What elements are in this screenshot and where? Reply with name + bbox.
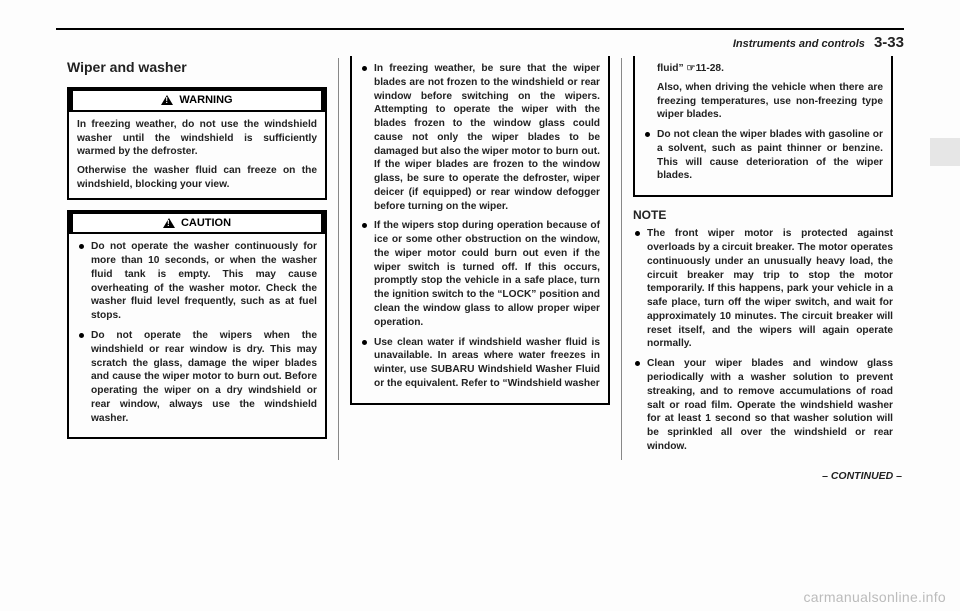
warning-head: WARNING xyxy=(69,89,325,112)
warning-label: WARNING xyxy=(179,93,232,108)
caution-label: CAUTION xyxy=(181,216,231,231)
caution-box-cont: In freezing weather, be sure that the wi… xyxy=(350,56,610,405)
caution-item: Do not operate the washer continuously f… xyxy=(77,240,317,323)
caution-cont-line: fluid” ☞11-28. xyxy=(643,62,883,76)
caution-head: CAUTION xyxy=(69,212,325,235)
caution-list: Do not operate the washer continuously f… xyxy=(77,240,317,425)
caution-box-cont2: fluid” ☞11-28. Also, when driving the ve… xyxy=(633,56,893,197)
header-rule: Instruments and controls 3-33 xyxy=(56,28,904,56)
warning-icon xyxy=(161,95,173,105)
page-tab xyxy=(930,138,960,166)
note-label: NOTE xyxy=(633,207,893,223)
caution-body-cont: In freezing weather, be sure that the wi… xyxy=(352,56,608,403)
chapter-title: Instruments and controls xyxy=(733,38,865,50)
column-3: fluid” ☞11-28. Also, when driving the ve… xyxy=(621,58,904,460)
continued-marker: – CONTINUED – xyxy=(56,470,902,482)
caution-list-cont2: Do not clean the wiper blades with gasol… xyxy=(643,128,883,183)
watermark: carmanualsonline.info xyxy=(804,589,947,605)
caution-item: Do not operate the wipers when the winds… xyxy=(77,329,317,425)
content-columns: Wiper and washer WARNING In freezing wea… xyxy=(56,58,904,460)
caution-cont-p: Also, when driving the vehicle when ther… xyxy=(643,81,883,122)
page-number: 3-33 xyxy=(874,34,904,51)
note-body: The front wiper motor is protected again… xyxy=(633,227,893,453)
manual-page: Instruments and controls 3-33 Wiper and … xyxy=(0,0,960,500)
note-item: Clean your wiper blades and window glass… xyxy=(633,357,893,453)
header-text: Instruments and controls 3-33 xyxy=(733,34,904,51)
column-1: Wiper and washer WARNING In freezing wea… xyxy=(56,58,338,460)
warning-body: In freezing weather, do not use the wind… xyxy=(69,112,325,198)
warning-p2: Otherwise the washer fluid can freeze on… xyxy=(77,164,317,192)
warning-box: WARNING In freezing weather, do not use … xyxy=(67,87,327,200)
note-item: The front wiper motor is protected again… xyxy=(633,227,893,351)
caution-box: CAUTION Do not operate the washer contin… xyxy=(67,210,327,440)
fluid-label: fluid” xyxy=(657,63,686,74)
column-2: In freezing weather, be sure that the wi… xyxy=(338,58,621,460)
note-list: The front wiper motor is protected again… xyxy=(633,227,893,453)
warning-p1: In freezing weather, do not use the wind… xyxy=(77,118,317,159)
caution-list-cont: In freezing weather, be sure that the wi… xyxy=(360,62,600,391)
section-title: Wiper and washer xyxy=(67,58,327,77)
caution-item: If the wipers stop during operation beca… xyxy=(360,219,600,329)
caution-item: Use clean water if windshield washer flu… xyxy=(360,336,600,391)
caution-item: In freezing weather, be sure that the wi… xyxy=(360,62,600,213)
caution-body: Do not operate the washer continuously f… xyxy=(69,234,325,437)
caution-body-cont2: fluid” ☞11-28. Also, when driving the ve… xyxy=(635,56,891,195)
caution-icon xyxy=(163,218,175,228)
caution-item: Do not clean the wiper blades with gasol… xyxy=(643,128,883,183)
page-ref: ☞11-28. xyxy=(686,63,723,74)
